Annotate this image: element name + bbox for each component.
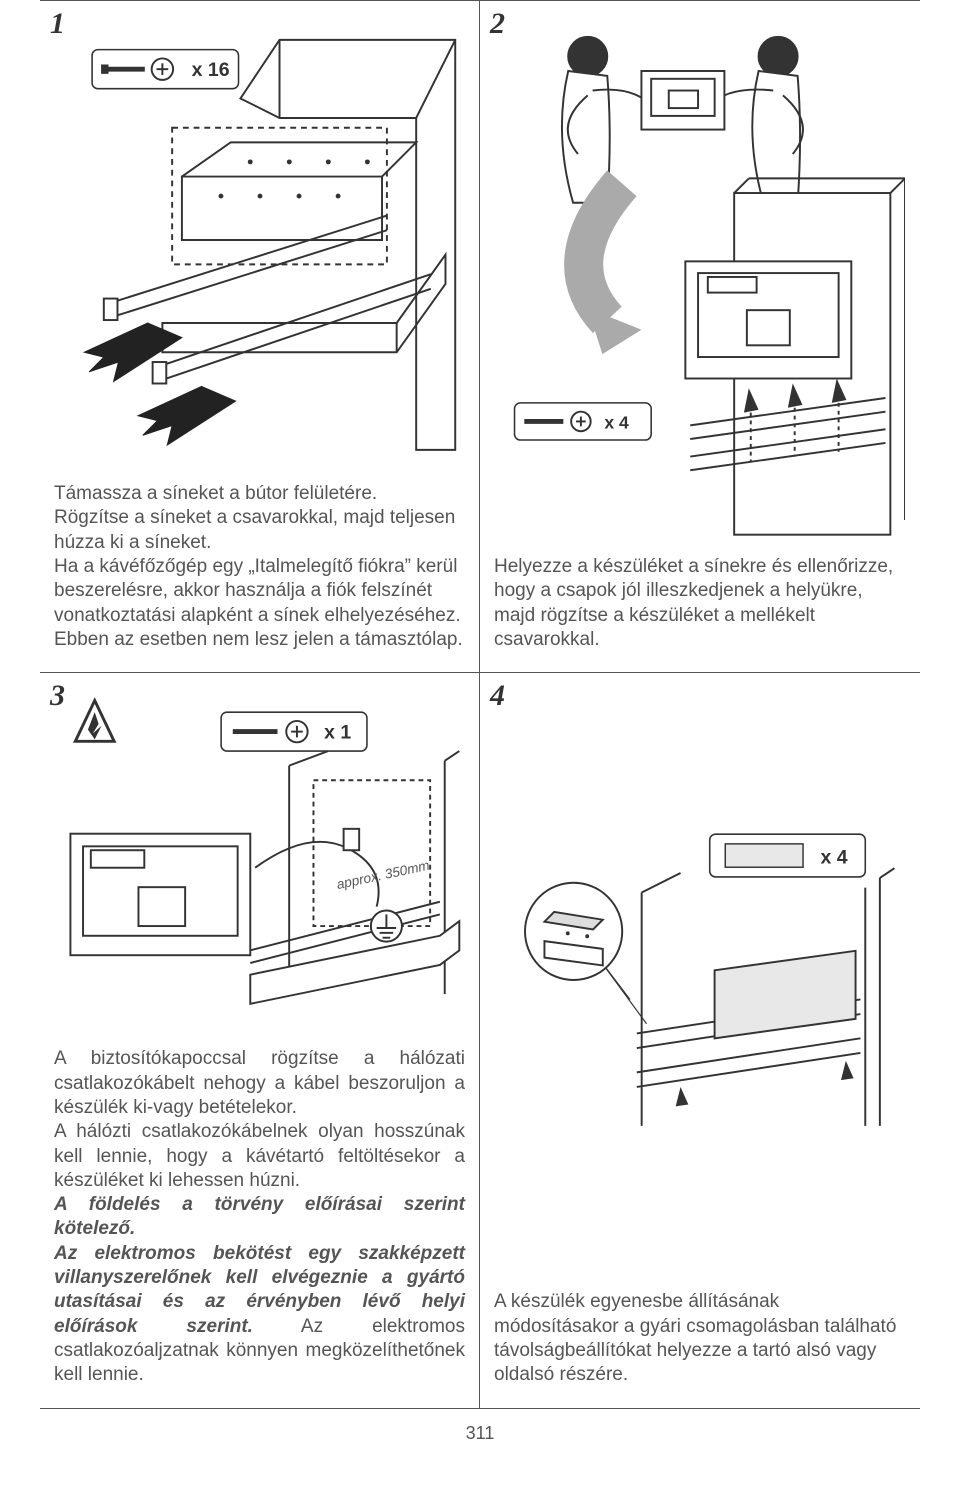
step-3-cell: 3 x 1 <box>40 673 480 1408</box>
step-2-illustration: x 4 <box>494 11 906 541</box>
step-3-caption: A biztosítókapoccsal rögzítse a hálózati… <box>54 1047 465 1387</box>
step-3-screw-count: x 1 <box>324 722 351 744</box>
page-container: 1 x 16 <box>0 0 960 1464</box>
step-1-screw-count: x 16 <box>191 59 229 81</box>
step-3-caption-bold1: A földelés a törvény előírásai szerint k… <box>54 1194 465 1239</box>
step-1-number: 1 <box>50 7 65 41</box>
step-3-approx-label: approx. 350mm <box>335 858 431 892</box>
step-4-number: 4 <box>490 679 505 713</box>
step-4-cell: 4 x 4 <box>480 673 920 1408</box>
step-3-number: 3 <box>50 679 65 713</box>
step-4-illustration: x 4 <box>494 683 906 1276</box>
step-2-caption: Helyezze a készüléket a sínekre és ellen… <box>494 555 906 652</box>
step-3-caption-p1: A biztosítókapoccsal rögzítse a hálózati… <box>54 1048 465 1191</box>
step-3-illustration: x 1 <box>54 683 465 1033</box>
step-2-cell: 2 <box>480 1 920 673</box>
step-1-cell: 1 x 16 <box>40 1 480 673</box>
step-1-illustration: x 16 <box>54 11 465 468</box>
step-1-caption: Támassza a síneket a bútor felületére. R… <box>54 482 465 652</box>
step-4-caption: A készülék egyenesbe állításának módosít… <box>494 1290 906 1387</box>
step-4-part-count: x 4 <box>821 846 848 868</box>
page-number: 311 <box>40 1409 920 1464</box>
step-2-screw-count: x 4 <box>604 412 629 432</box>
step-2-number: 2 <box>490 7 505 41</box>
instruction-grid: 1 x 16 <box>40 0 920 1409</box>
